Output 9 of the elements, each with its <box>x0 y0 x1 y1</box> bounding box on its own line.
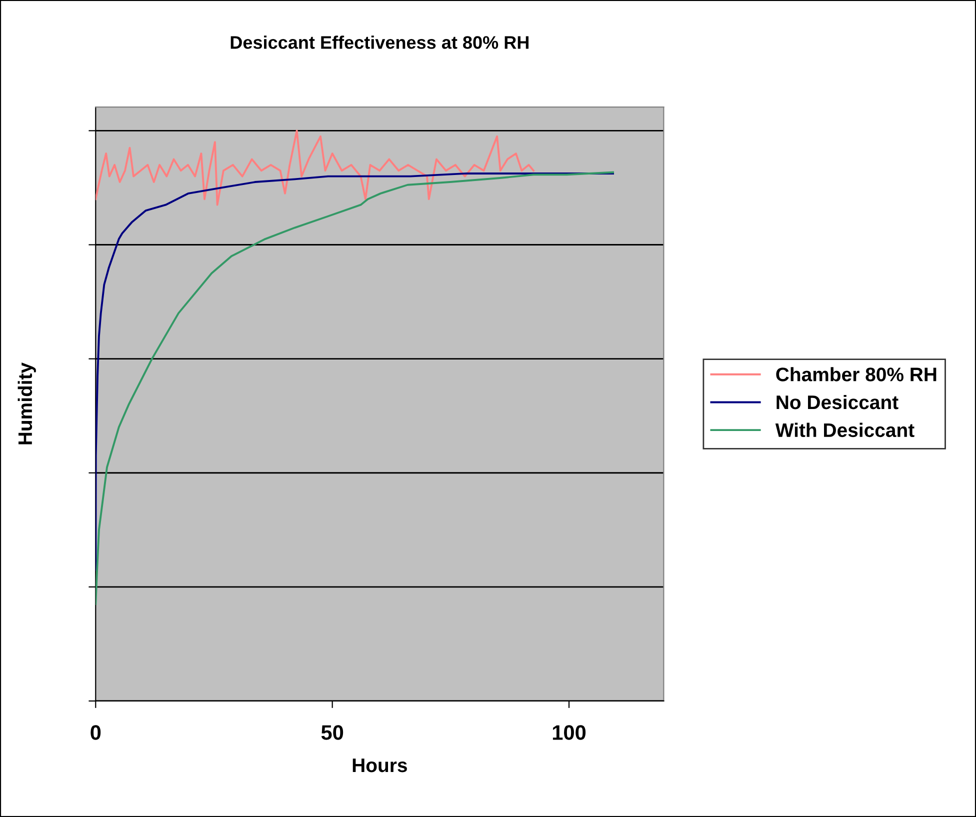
x-tick-label: 100 <box>552 725 586 740</box>
legend-label: With Desiccant <box>775 422 914 438</box>
legend-label: No Desiccant <box>776 394 898 410</box>
x-tick-label: 0 <box>90 725 101 740</box>
x-tick-label: 50 <box>321 725 344 740</box>
legend-label: Chamber 80% RH <box>776 367 936 382</box>
x-axis-title: Hours <box>352 758 407 772</box>
chart-title: Desiccant Effectiveness at 80% RH <box>230 36 528 49</box>
y-axis-title: Humidity <box>18 362 36 444</box>
